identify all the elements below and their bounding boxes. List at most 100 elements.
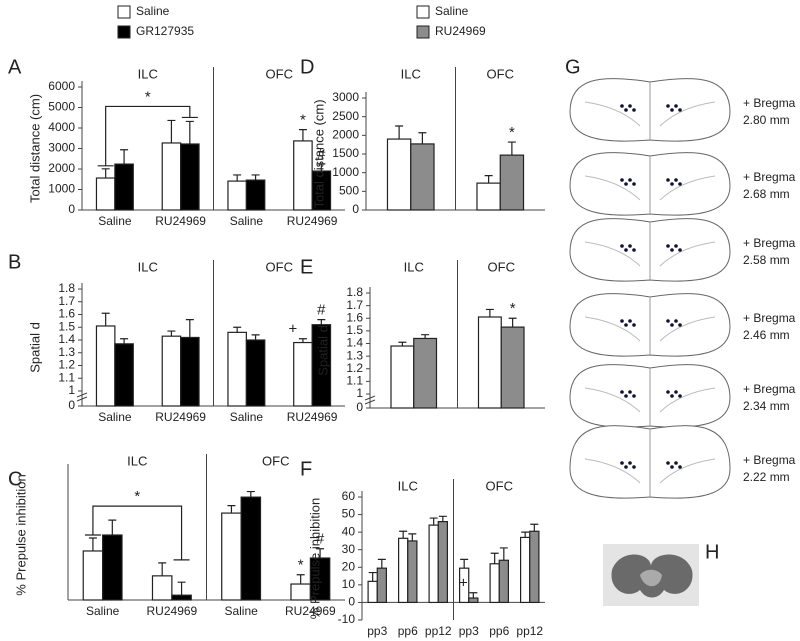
placement-dot [666,461,670,465]
bar [161,335,182,407]
error-bar [395,125,404,140]
error-bar [251,334,260,340]
placement-dot [628,244,632,248]
placement-dot [620,104,624,108]
placement-dot [670,248,674,252]
placement-dot [666,244,670,248]
placement-dot [674,461,678,465]
group-label: OFC [486,478,513,493]
placement-dot [628,104,632,108]
bracket-label: * [134,488,140,505]
placement-dot [632,465,636,469]
brain-slice-photo [603,544,699,606]
axis-break [76,392,88,402]
placement-dot [628,178,632,182]
bregma-label: + Bregma [743,382,796,396]
placement-dot [674,104,678,108]
error-bar [460,558,469,569]
error-bar [167,119,176,143]
x-tick-label: pp3 [459,624,479,638]
bregma-label: 2.22 mm [743,470,790,484]
bracket-label: * [145,88,151,105]
bar [102,534,123,601]
bar [240,496,262,601]
y-tick-label: 50 [342,507,356,521]
panel-letter: B [8,251,21,273]
error-bar [484,175,493,184]
bar [180,336,200,407]
y-tick-label: 1.1 [58,370,75,384]
placement-dot [628,390,632,394]
x-tick-label: pp6 [398,624,418,638]
error-bar [399,530,408,539]
placement-dot [620,178,624,182]
placement-dot [620,390,624,394]
error-bar [246,490,255,498]
bar [95,177,116,211]
brain-section [569,292,731,357]
placement-dot [624,394,628,398]
placement-dot [624,465,628,469]
group-label: OFC [487,66,514,81]
placement-dot [620,244,624,248]
error-bar [233,174,242,182]
placement-dot [674,390,678,394]
y-tick-label: 1.8 [346,285,363,299]
significance-marker: + [459,575,468,592]
bar [398,537,409,604]
error-bar [507,141,516,156]
group-label: OFC [266,66,293,81]
placement-dot [678,248,682,252]
error-bar [227,505,236,514]
y-tick-label: 0 [68,202,75,216]
bar [390,345,415,409]
significance-bracket [84,505,190,561]
panel-letter: C [8,468,22,490]
bar [413,337,438,409]
error-bar [108,519,117,535]
legend-swatch [117,5,131,19]
y-tick-label: 40 [342,524,356,538]
bar [468,597,479,604]
panel-letter: A [8,56,22,78]
y-tick-label: 1.3 [58,345,75,359]
error-bar [521,531,530,538]
y-tick-label: 1 [356,386,363,400]
y-tick-label: 2500 [332,109,359,123]
significance-marker: # [317,146,326,163]
y-tick-label: 1.5 [346,323,363,337]
x-tick-label: pp12 [516,624,543,638]
y-tick-label: 1.4 [346,336,363,350]
bar [437,520,448,604]
error-bar [317,319,326,325]
y-tick-label: 500 [339,184,359,198]
y-tick-label: 1 [68,383,75,397]
y-tick-label: 0 [348,595,355,609]
legend-swatch [416,25,430,39]
error-bar [377,558,386,569]
bar [376,567,387,604]
placement-dot [620,319,624,323]
y-tick-label: 1.2 [346,361,363,375]
placement-dot [674,319,678,323]
error-bar [120,338,129,344]
panel-letter: H [705,541,719,563]
y-tick-label: 20 [342,559,356,573]
group-label: OFC [266,259,293,274]
group-label: OFC [488,259,515,274]
placement-dot [678,182,682,186]
bar [245,339,266,407]
bar [407,540,418,604]
y-tick-label: 6000 [48,79,75,93]
bar [114,343,134,407]
y-tick-label: 0 [68,398,75,412]
placement-dot [678,108,682,112]
placement-dot [624,108,628,112]
placement-dot [628,461,632,465]
error-bar [296,574,305,585]
placement-dot [670,323,674,327]
x-tick-label: Saline [98,214,132,228]
placement-dot [666,104,670,108]
panel-letter: F [300,458,312,480]
